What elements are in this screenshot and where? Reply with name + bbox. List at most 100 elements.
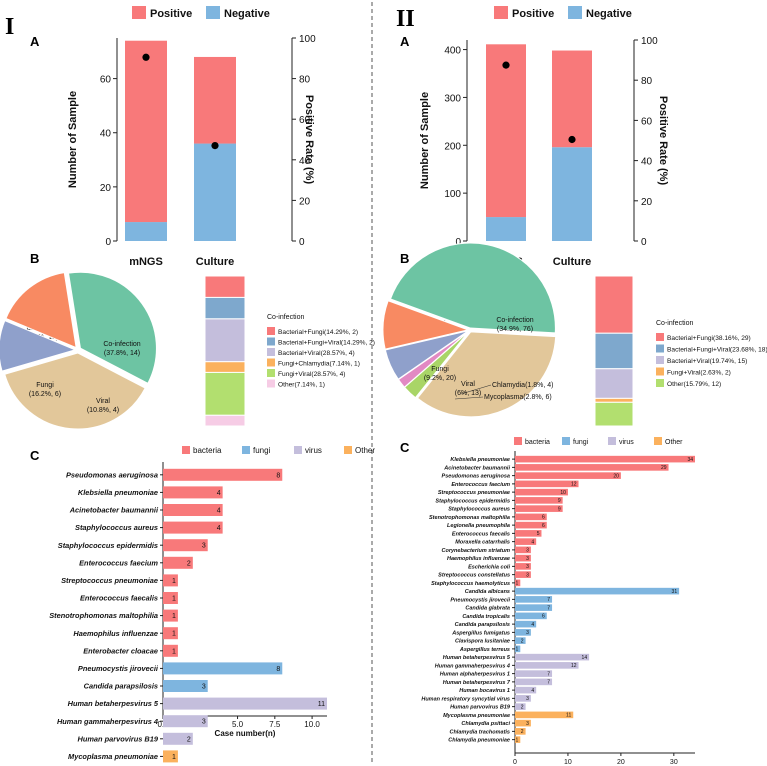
- bar-fungi: [515, 604, 553, 611]
- bar-value-label: 3: [526, 564, 529, 570]
- bar-other: [515, 728, 526, 735]
- legend-virus-label: virus: [619, 439, 634, 446]
- bar-virus: [515, 703, 526, 710]
- right-y-tick-label: 80: [299, 75, 311, 86]
- bar-bacteria: [515, 538, 537, 545]
- y-category-label: Haemophilus influenzae: [73, 629, 158, 638]
- y-category-label: Legionella pneumophila: [447, 523, 510, 529]
- bar-bacteria: [163, 627, 178, 640]
- bar-bacteria: [515, 521, 547, 529]
- legend-negative-swatch: [568, 6, 582, 19]
- left-y-tick-label: 300: [444, 93, 461, 104]
- bar-bacteria: [515, 579, 521, 587]
- bar-bacteria: [163, 504, 223, 516]
- legend-negative-swatch: [206, 6, 220, 19]
- roman-numeral-right: II: [396, 6, 415, 32]
- bar-positive-mngs: [486, 44, 526, 218]
- bar-value-label: 14: [582, 655, 588, 661]
- coinfection-stack-segment: [204, 371, 246, 416]
- bar-value-label: 7: [547, 597, 550, 603]
- bar-virus: [515, 662, 579, 669]
- y-category-label: Mycoplasma pneumoniae: [68, 752, 158, 761]
- bar-negative-culture: [194, 143, 236, 241]
- legend-bacteria-label: bacteria: [525, 439, 550, 446]
- left-y-tick-label: 400: [444, 46, 461, 57]
- legend-virus-swatch: [294, 446, 302, 454]
- y-category-label: Stenotrophomonas maltophilia: [49, 611, 158, 620]
- y-category-label: Candida parapsilosis: [84, 682, 158, 691]
- coinfection-stack-segment: [594, 401, 634, 427]
- x-category-label: Culture: [553, 256, 592, 268]
- bar-bacteria: [163, 609, 178, 622]
- bar-bacteria: [515, 480, 579, 488]
- left-y-tick-label: 40: [100, 129, 112, 140]
- y-category-label: Pneumocystis jirovecii: [450, 597, 510, 603]
- bar-value-label: 2: [187, 736, 191, 743]
- bar-positive-mngs: [125, 40, 167, 223]
- bar-virus: [163, 715, 208, 728]
- right-y-tick-label: 0: [641, 237, 647, 248]
- x-tick-label: 20: [617, 759, 625, 766]
- bar-other: [515, 736, 521, 743]
- x-tick-label: 5.0: [232, 720, 244, 729]
- bar-value-label: 7: [547, 671, 550, 677]
- y-category-label: Human parvovirus B19: [450, 705, 511, 711]
- bar-value-label: 8: [276, 472, 280, 479]
- y-category-label: Chlamydia trachomatis: [449, 729, 510, 735]
- y-category-label: Human respiratory syncytial virus: [421, 696, 510, 702]
- x-tick-label: 30: [670, 759, 678, 766]
- bar-fungi: [515, 596, 553, 603]
- coinfection-legend-swatch: [656, 356, 664, 364]
- bar-value-label: 5: [537, 531, 540, 537]
- legend-other-label: Other: [665, 439, 683, 446]
- y-category-label: Chlamydia pneumoniae: [448, 738, 510, 744]
- pie-label-co-infection: Co-infection: [496, 317, 533, 324]
- pie-slice-viral: [0, 319, 77, 372]
- coinfection-legend-swatch: [267, 369, 275, 377]
- bar-value-label: 2: [521, 638, 524, 644]
- y-category-label: Human parvovirus B19: [77, 734, 158, 743]
- coinfection-legend-swatch: [656, 367, 664, 376]
- legend-negative-label: Negative: [224, 8, 270, 20]
- legend-negative-label: Negative: [586, 8, 632, 20]
- legend-fungi-swatch: [242, 446, 250, 454]
- bar-value-label: 8: [276, 666, 280, 673]
- bar-virus: [163, 732, 193, 745]
- bar-bacteria: [515, 472, 621, 479]
- bar-value-label: 3: [526, 721, 529, 727]
- bar-bacteria: [515, 546, 531, 554]
- bar-fungi: [515, 629, 531, 636]
- bar-bacteria: [515, 488, 568, 496]
- bar-value-label: 1: [172, 578, 176, 585]
- pie-value-co-infection: (37.8%, 14): [104, 350, 140, 357]
- bar-fungi: [515, 612, 547, 620]
- coinfection-stack-segment: [204, 414, 246, 427]
- x-tick-label: 0: [513, 759, 517, 766]
- legend-other-label: Other: [355, 446, 375, 455]
- bar-other: [515, 719, 531, 727]
- positive-rate-dot-culture: [211, 141, 219, 150]
- bar-bacteria: [515, 497, 563, 504]
- bar-bacteria: [515, 455, 695, 463]
- coinfection-stack-segment: [204, 275, 246, 298]
- x-tick-label: 10.0: [304, 720, 320, 729]
- legend-fungi-label: fungi: [573, 439, 589, 446]
- y-category-label: Staphylococcus haemolyticus: [431, 581, 510, 587]
- y-axis-title: Number of Sample: [67, 91, 79, 188]
- coinfection-legend-title: Co-infection: [267, 314, 304, 321]
- pie-slice-fungi: [5, 272, 77, 349]
- bar-value-label: 6: [542, 515, 545, 521]
- y2-axis-title: Positive Rate (%): [303, 95, 315, 185]
- bar-value-label: 4: [217, 525, 221, 532]
- panel-letter-C: C: [30, 448, 40, 463]
- bar-value-label: 1: [172, 613, 176, 620]
- coinfection-stack-segment: [204, 318, 246, 363]
- bar-value-label: 12: [571, 663, 577, 669]
- x-tick-label: 7.5: [269, 720, 281, 729]
- bar-value-label: 11: [318, 701, 325, 708]
- bar-virus: [515, 678, 553, 686]
- y-category-label: Human betaherpesvirus 7: [443, 680, 511, 686]
- pie-slice-bacterial: [389, 242, 556, 334]
- y-category-label: Haemophilus influenzae: [447, 556, 510, 562]
- coinfection-legend-swatch: [267, 327, 275, 335]
